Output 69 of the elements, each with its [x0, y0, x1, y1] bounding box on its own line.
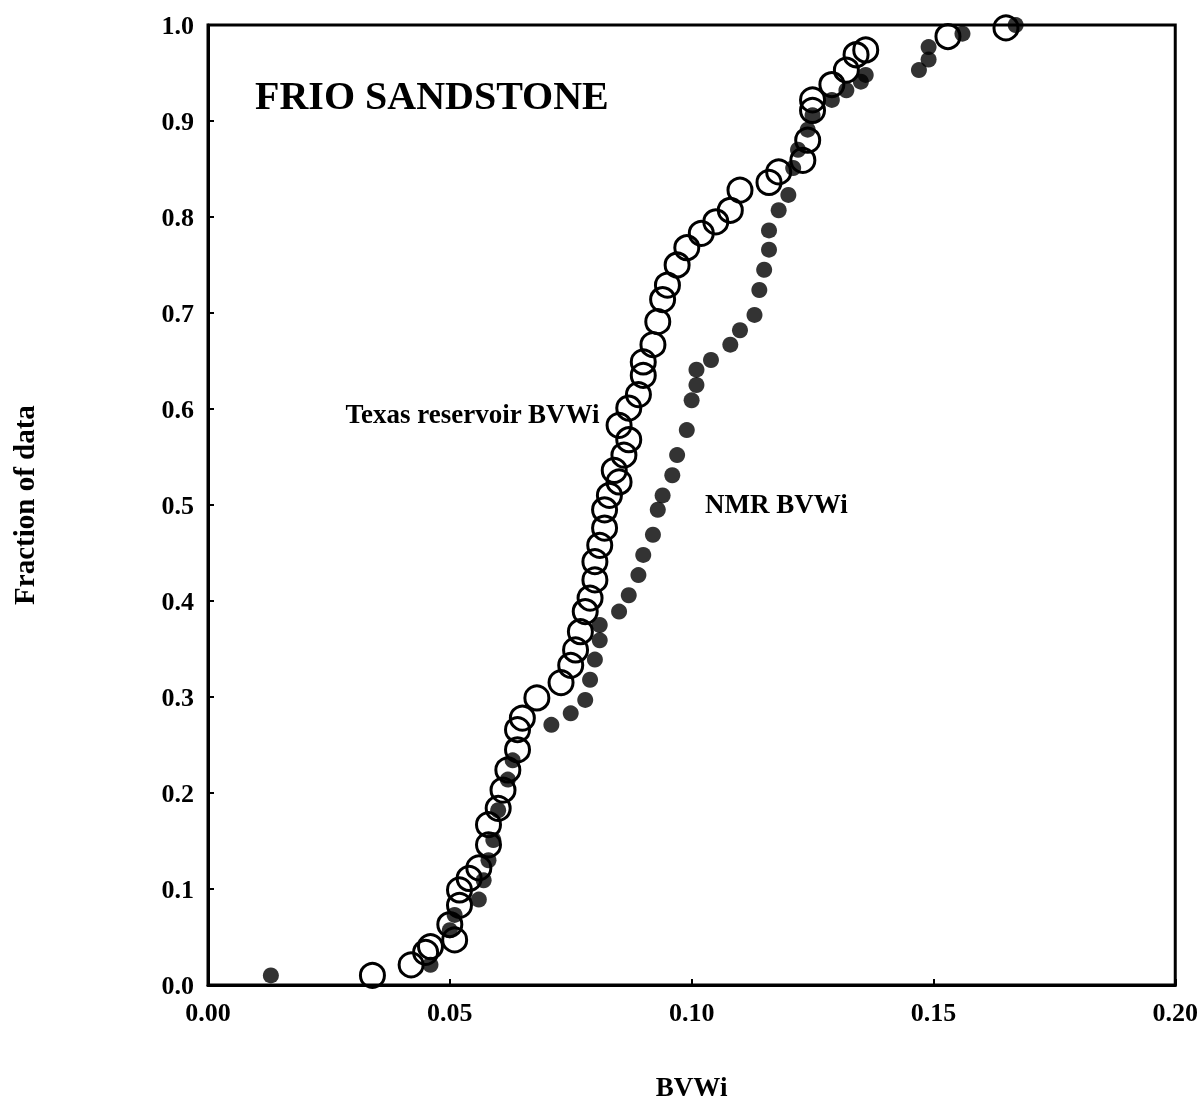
y-tick-label: 0.9 [161, 106, 194, 136]
point [611, 603, 628, 620]
text: FRIO SANDSTONE [255, 72, 609, 118]
point [761, 222, 778, 239]
point [790, 141, 807, 158]
point [732, 322, 748, 339]
point [591, 632, 608, 649]
point [751, 281, 768, 298]
point [649, 501, 666, 518]
point [644, 526, 661, 543]
point [480, 852, 497, 869]
point [499, 771, 516, 788]
point [664, 467, 681, 484]
y-tick-label: 1.0 [161, 10, 194, 40]
point [780, 186, 797, 203]
point [702, 352, 719, 369]
point [1007, 17, 1024, 33]
point [761, 241, 778, 258]
y-tick-label: 0.1 [161, 874, 194, 904]
point [756, 261, 773, 278]
point [446, 906, 463, 923]
series-label: NMR BVWi [705, 488, 849, 519]
point [504, 752, 521, 769]
point [669, 447, 686, 464]
point [770, 202, 787, 219]
point [262, 967, 279, 984]
point [577, 691, 594, 708]
y-tick-label: 0.4 [161, 586, 194, 616]
point [543, 716, 560, 733]
point [562, 705, 579, 722]
point [823, 91, 840, 108]
series-label: Texas reservoir BVWi [345, 398, 601, 429]
point [475, 872, 492, 889]
point [683, 392, 700, 409]
point [586, 651, 603, 668]
point [799, 121, 816, 138]
point [746, 306, 763, 323]
point [910, 62, 927, 79]
x-tick-label: 0.00 [185, 997, 231, 1027]
point [722, 336, 739, 353]
point [920, 39, 937, 56]
point [630, 567, 647, 584]
x-tick-label: 0.10 [668, 997, 715, 1027]
y-tick-label: 0.7 [161, 298, 194, 328]
y-tick-label: 0.6 [161, 394, 194, 424]
y-tick-label: 0.5 [161, 490, 194, 520]
x-tick-label: 0.15 [910, 997, 957, 1027]
point [785, 160, 802, 177]
point [838, 82, 855, 99]
point [620, 587, 637, 604]
point [688, 377, 705, 393]
point [654, 487, 671, 504]
y-tick-label: 0.0 [161, 970, 194, 1000]
point [688, 361, 705, 378]
x-tick-label: 0.05 [427, 997, 473, 1027]
point [470, 891, 487, 908]
y-tick-label: 0.8 [161, 202, 194, 232]
point [422, 956, 439, 973]
point [678, 422, 695, 439]
point [857, 66, 874, 83]
y-tick-label: 0.3 [161, 682, 194, 712]
x-axis-title: BVWi [655, 1071, 728, 1102]
y-tick-label: 0.2 [161, 778, 194, 808]
y-axis-title: Fraction of data [7, 404, 40, 605]
point [582, 671, 599, 688]
point [591, 617, 608, 633]
point [635, 546, 652, 563]
x-tick-label: 0.20 [1152, 997, 1198, 1027]
point [954, 25, 971, 42]
